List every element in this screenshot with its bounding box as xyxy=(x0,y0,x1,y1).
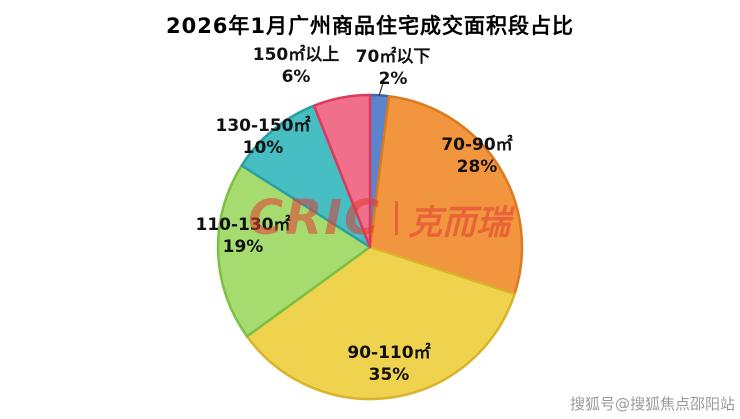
source-credit-watermark: 搜狐号@搜狐焦点邵阳站 xyxy=(569,395,735,413)
pie-slice-3 xyxy=(216,164,372,338)
pie-label-1: 70-90㎡ 28% xyxy=(441,134,512,177)
chart-title: 2026年1月广州商品住宅成交面积段占比 xyxy=(165,14,575,38)
pie-slice-2 xyxy=(245,245,516,401)
pie-label-leader-0 xyxy=(378,79,385,97)
pie-slice-5 xyxy=(312,93,372,249)
pie-slice-4 xyxy=(240,104,372,249)
pie-label-4: 130-150㎡ 10% xyxy=(215,115,310,158)
pie-label-5: 150㎡以上 6% xyxy=(253,44,340,87)
pie-label-0: 70㎡以下 2% xyxy=(356,46,431,89)
pie-slice-1 xyxy=(368,94,524,296)
pie-label-2: 90-110㎡ 35% xyxy=(347,342,430,385)
pie-label-3: 110-130㎡ 19% xyxy=(195,214,290,257)
